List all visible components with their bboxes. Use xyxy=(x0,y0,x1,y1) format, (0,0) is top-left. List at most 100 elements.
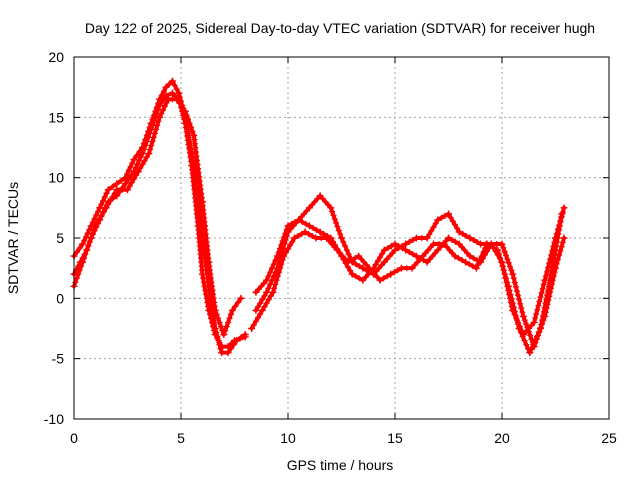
marker-trail xyxy=(200,275,212,310)
marker-trail xyxy=(275,226,290,256)
data-point xyxy=(547,270,555,278)
marker-trail xyxy=(227,341,237,352)
marker-trail xyxy=(89,208,101,226)
data-point xyxy=(344,258,352,266)
data-point xyxy=(102,204,110,212)
y-tick-label: -5 xyxy=(52,351,65,367)
data-point xyxy=(365,264,373,272)
data-point xyxy=(348,270,356,278)
data-point xyxy=(220,331,228,339)
marker-trail xyxy=(528,329,542,352)
marker-trail xyxy=(363,267,373,276)
marker-trail xyxy=(140,130,153,153)
marker-trail xyxy=(329,208,344,238)
marker-trail xyxy=(94,208,107,226)
x-axis-title: GPS time / hours xyxy=(287,457,394,473)
data-point xyxy=(113,180,121,188)
data-point xyxy=(269,288,277,296)
marker-trail xyxy=(470,255,480,264)
marker-trail xyxy=(510,275,526,316)
marker-trail xyxy=(426,220,439,238)
y-tick-label: 20 xyxy=(48,49,64,65)
data-point xyxy=(231,337,238,345)
data-point xyxy=(280,252,288,260)
marker-trail xyxy=(352,273,363,282)
data-point xyxy=(130,156,138,164)
marker-trail xyxy=(176,100,186,111)
marker-trail xyxy=(391,267,401,276)
data-point xyxy=(145,150,153,158)
marker-trail xyxy=(206,311,218,334)
marker-trail xyxy=(166,81,173,88)
x-tick-label: 10 xyxy=(280,430,296,446)
marker-trail xyxy=(320,231,331,239)
data-point xyxy=(445,210,452,218)
marker-trail xyxy=(466,261,476,270)
marker-trail xyxy=(195,227,205,274)
data-point xyxy=(83,246,91,254)
x-tick-label: 20 xyxy=(494,430,510,446)
data-point xyxy=(391,246,399,254)
marker-trail xyxy=(124,160,136,177)
data-series-track-6 xyxy=(248,210,566,357)
data-point xyxy=(380,246,388,254)
marker-trail xyxy=(495,251,511,286)
marker-trail xyxy=(206,263,218,310)
data-point xyxy=(434,216,442,224)
marker-trail xyxy=(133,148,143,159)
data-point xyxy=(558,210,566,218)
marker-trail xyxy=(255,292,268,310)
data-point xyxy=(397,264,405,272)
data-point xyxy=(263,288,271,296)
marker-trail xyxy=(199,239,212,286)
marker-trail xyxy=(406,249,416,258)
marker-trail xyxy=(380,273,391,282)
marker-trail xyxy=(228,340,235,347)
marker-trail xyxy=(236,335,243,342)
data-point xyxy=(79,240,87,248)
data-point xyxy=(248,325,256,332)
marker-trail xyxy=(406,237,416,245)
marker-trail xyxy=(319,195,332,208)
marker-trail xyxy=(532,281,547,322)
y-tick-label: 5 xyxy=(56,230,64,246)
marker-trail xyxy=(548,214,565,274)
series-layer xyxy=(70,77,568,357)
data-point xyxy=(211,331,219,339)
marker-trail xyxy=(438,212,448,221)
marker-trail xyxy=(369,268,381,281)
data-point xyxy=(316,228,324,236)
data-point xyxy=(224,349,232,357)
x-tick-label: 15 xyxy=(387,430,403,446)
data-point xyxy=(113,186,121,194)
data-point xyxy=(134,168,142,176)
marker-trail xyxy=(506,287,522,328)
data-point xyxy=(387,270,395,278)
data-point xyxy=(312,234,320,242)
marker-trail xyxy=(336,250,349,263)
marker-trail xyxy=(458,244,471,257)
data-point xyxy=(466,234,474,242)
data-point xyxy=(263,276,271,284)
marker-trail xyxy=(372,250,386,268)
data-point xyxy=(76,258,84,266)
data-point xyxy=(494,246,502,254)
marker-trail xyxy=(158,88,167,99)
marker-trail xyxy=(305,231,316,239)
data-point xyxy=(423,258,431,266)
marker-trail xyxy=(443,244,456,257)
data-point xyxy=(295,216,303,224)
marker-trail xyxy=(403,265,410,272)
marker-trail xyxy=(395,243,406,252)
y-tick-label: 15 xyxy=(48,109,64,125)
tick-layer: 0 5 10 15 20 25 -10 -5 0 5 10 15 20 xyxy=(44,49,617,446)
marker-trail xyxy=(411,256,424,269)
marker-trail xyxy=(147,118,162,153)
marker-trail xyxy=(183,112,196,135)
marker-trail xyxy=(309,195,321,208)
marker-trail xyxy=(282,238,296,256)
marker-trail xyxy=(455,255,466,264)
marker-trail xyxy=(149,100,162,123)
